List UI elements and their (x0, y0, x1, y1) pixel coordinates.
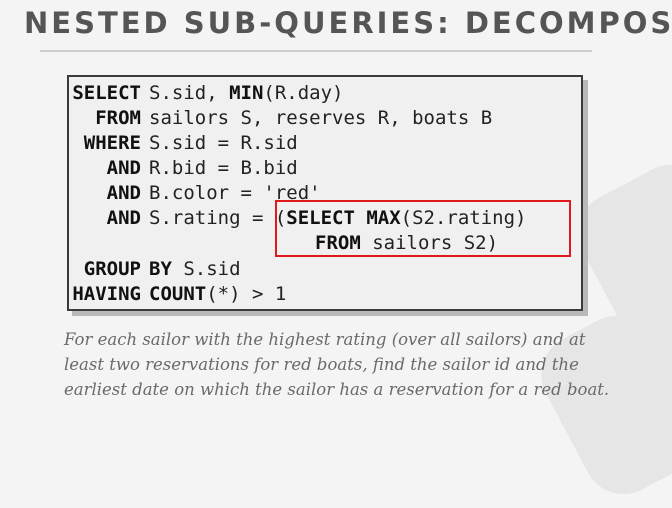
sql-text: (R.day) (263, 82, 344, 104)
sql-line-from: FROM sailors S, reserves R, boats B (69, 106, 492, 130)
sql-keyword: FROM (95, 107, 141, 129)
query-description: For each sailor with the highest rating … (64, 327, 624, 402)
sql-text: S.sid, (149, 82, 230, 104)
caption-line: earliest date on which the sailor has a … (64, 380, 610, 399)
title-divider (40, 50, 592, 52)
sql-line-select: SELECT S.sid, MIN(R.day) (69, 81, 343, 105)
sql-keyword: COUNT (149, 283, 207, 305)
sql-line-and: AND S.rating = (SELECT MAX(S2.rating) (69, 206, 527, 230)
sql-line-and: AND B.color = 'red' (69, 181, 321, 205)
sql-line-subquery-from: FROM sailors S2) (315, 231, 498, 255)
sql-text: sailors S2) (360, 232, 499, 254)
sql-keyword: GROUP (83, 258, 141, 280)
sql-keyword: SELECT (72, 82, 141, 104)
slide-title: NESTED SUB-QUERIES: DECOMPOSE (24, 6, 672, 40)
sql-text: R.bid = B.bid (149, 157, 298, 179)
sql-keyword: BY (149, 258, 172, 280)
sql-text: (S2.rating) (400, 207, 527, 229)
caption-line: For each sailor with the highest rating … (64, 330, 586, 349)
sql-keyword: AND (106, 207, 141, 229)
sql-text: S.sid = R.sid (149, 132, 298, 154)
sql-text: S.sid (171, 258, 241, 280)
sql-keyword: SELECT MAX (286, 207, 401, 229)
sql-text: S.rating = ( (149, 207, 287, 229)
sql-line-where: WHERE S.sid = R.sid (69, 131, 298, 155)
sql-keyword: HAVING (72, 283, 141, 305)
subquery-highlight-box (275, 200, 571, 257)
sql-query-box: SELECT S.sid, MIN(R.day) FROM sailors S, r… (67, 75, 583, 311)
sql-text: sailors S, reserves R, boats B (149, 107, 493, 129)
sql-line-and: AND R.bid = B.bid (69, 156, 298, 180)
sql-text: B.color = 'red' (149, 182, 321, 204)
sql-keyword: AND (106, 157, 141, 179)
sql-text: (*) > 1 (206, 283, 287, 305)
sql-keyword: AND (106, 182, 141, 204)
sql-keyword: WHERE (83, 132, 141, 154)
caption-line: least two reservations for red boats, fi… (64, 355, 579, 374)
sql-line-group-by: GROUP BY S.sid (69, 257, 241, 281)
sql-line-having: HAVING COUNT(*) > 1 (69, 282, 286, 306)
sql-keyword: FROM (315, 232, 361, 254)
sql-keyword: MIN (229, 82, 264, 104)
